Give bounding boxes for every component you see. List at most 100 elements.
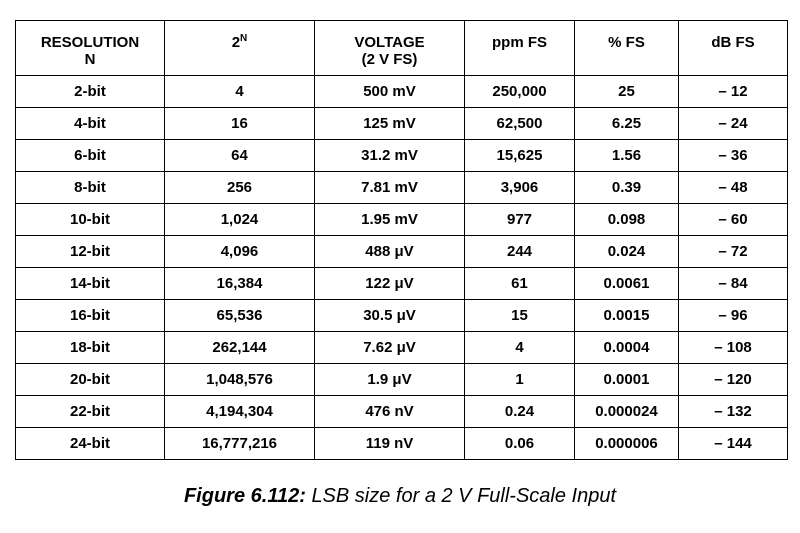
cell-power-of-two: 16 [164,107,315,140]
table-row: 24-bit 16,777,216 119 nV 0.06 0.000006– 144 [15,427,788,460]
table-row: 16-bit 65,536 30.5 μV 15 0.0015– 96 [15,299,788,332]
cell-ppm-fs: 0.24 [464,395,575,428]
table-row: 12-bit 4,096 488 μV 244 0.024– 72 [15,235,788,268]
cell-db-fs: – 84 [678,267,788,300]
header-power-exponent: N [240,33,248,44]
header-ppm-fs: ppm FS [464,20,575,76]
header-voltage: VOLTAGE (2 V FS) [314,20,465,76]
cell-resolution: 24-bit [15,427,165,460]
cell-power-of-two: 65,536 [164,299,315,332]
cell-percent-fs: 0.39 [574,171,679,204]
cell-power-of-two: 16,777,216 [164,427,315,460]
cell-ppm-fs: 15,625 [464,139,575,172]
cell-db-fs: – 24 [678,107,788,140]
cell-percent-fs: 25 [574,75,679,108]
cell-ppm-fs: 250,000 [464,75,575,108]
table-row: 22-bit 4,194,304 476 nV 0.24 0.000024– 132 [15,395,788,428]
table-row: 4-bit 16 125 mV 62,500 6.25– 24 [15,107,788,140]
table-row: 20-bit 1,048,576 1.9 μV 1 0.0001– 120 [15,363,788,396]
cell-ppm-fs: 0.06 [464,427,575,460]
cell-ppm-fs: 61 [464,267,575,300]
cell-percent-fs: 0.000006 [574,427,679,460]
cell-voltage: 7.81 mV [314,171,465,204]
header-voltage-line1: VOLTAGE [354,34,425,51]
cell-voltage: 30.5 μV [314,299,465,332]
cell-ppm-fs: 1 [464,363,575,396]
cell-db-fs: – 96 [678,299,788,332]
cell-resolution: 16-bit [15,299,165,332]
cell-ppm-fs: 62,500 [464,107,575,140]
cell-percent-fs: 0.000024 [574,395,679,428]
cell-ppm-fs: 3,906 [464,171,575,204]
caption-text: LSB size for a 2 V Full-Scale Input [311,485,617,507]
cell-power-of-two: 64 [164,139,315,172]
cell-voltage: 1.9 μV [314,363,465,396]
cell-power-of-two: 262,144 [164,331,315,364]
table-row: 10-bit 1,024 1.95 mV 977 0.098– 60 [15,203,788,236]
cell-voltage: 119 nV [314,427,465,460]
cell-percent-fs: 0.098 [574,203,679,236]
cell-power-of-two: 4 [164,75,315,108]
table-header-row: RESOLUTION N 2N VOLTAGE (2 V FS) ppm FS … [15,20,788,76]
cell-percent-fs: 0.0001 [574,363,679,396]
header-resolution-line1: RESOLUTION [40,34,140,51]
cell-db-fs: – 144 [678,427,788,460]
cell-power-of-two: 16,384 [164,267,315,300]
cell-power-of-two: 1,024 [164,203,315,236]
table-row: 6-bit 64 31.2 mV 15,625 1.56– 36 [15,139,788,172]
header-db-fs: dB FS [678,20,788,76]
cell-resolution: 10-bit [15,203,165,236]
header-resolution: RESOLUTION N [15,20,165,76]
cell-resolution: 14-bit [15,267,165,300]
cell-percent-fs: 0.0015 [574,299,679,332]
cell-resolution: 4-bit [15,107,165,140]
cell-db-fs: – 48 [678,171,788,204]
cell-resolution: 6-bit [15,139,165,172]
table-row: 8-bit 256 7.81 mV 3,906 0.39– 48 [15,171,788,204]
cell-percent-fs: 0.024 [574,235,679,268]
cell-resolution: 12-bit [15,235,165,268]
cell-voltage: 122 μV [314,267,465,300]
cell-db-fs: – 12 [678,75,788,108]
cell-resolution: 20-bit [15,363,165,396]
table-row: 14-bit 16,384 122 μV 61 0.0061– 84 [15,267,788,300]
header-power-base: 2 [231,34,241,51]
cell-power-of-two: 4,096 [164,235,315,268]
header-power-of-two: 2N [164,20,315,76]
table-row: 2-bit 4 500 mV 250,000 25– 12 [15,75,788,108]
header-voltage-line2: (2 V FS) [361,51,418,68]
cell-db-fs: – 108 [678,331,788,364]
cell-percent-fs: 1.56 [574,139,679,172]
cell-voltage: 125 mV [314,107,465,140]
cell-db-fs: – 120 [678,363,788,396]
figure-caption: Figure 6.112: LSB size for a 2 V Full-Sc… [0,485,800,508]
cell-ppm-fs: 4 [464,331,575,364]
cell-ppm-fs: 977 [464,203,575,236]
cell-db-fs: – 36 [678,139,788,172]
cell-percent-fs: 6.25 [574,107,679,140]
cell-resolution: 18-bit [15,331,165,364]
cell-ppm-fs: 15 [464,299,575,332]
table-row: 18-bit 262,144 7.62 μV 4 0.0004– 108 [15,331,788,364]
cell-voltage: 1.95 mV [314,203,465,236]
cell-resolution: 22-bit [15,395,165,428]
cell-power-of-two: 4,194,304 [164,395,315,428]
cell-db-fs: – 60 [678,203,788,236]
cell-resolution: 2-bit [15,75,165,108]
cell-percent-fs: 0.0061 [574,267,679,300]
cell-voltage: 7.62 μV [314,331,465,364]
header-percent-fs: % FS [574,20,679,76]
caption-label: Figure 6.112: [183,485,306,507]
cell-resolution: 8-bit [15,171,165,204]
cell-voltage: 500 mV [314,75,465,108]
cell-power-of-two: 1,048,576 [164,363,315,396]
cell-percent-fs: 0.0004 [574,331,679,364]
table-body: 2-bit 4 500 mV 250,000 25– 12 4-bit 16 125 mV 62… [15,75,788,460]
cell-voltage: 488 μV [314,235,465,268]
cell-db-fs: – 72 [678,235,788,268]
header-resolution-line2: N [84,51,96,68]
cell-db-fs: – 132 [678,395,788,428]
lsb-size-table: RESOLUTION N 2N VOLTAGE (2 V FS) ppm FS … [15,20,788,460]
cell-ppm-fs: 244 [464,235,575,268]
cell-voltage: 476 nV [314,395,465,428]
